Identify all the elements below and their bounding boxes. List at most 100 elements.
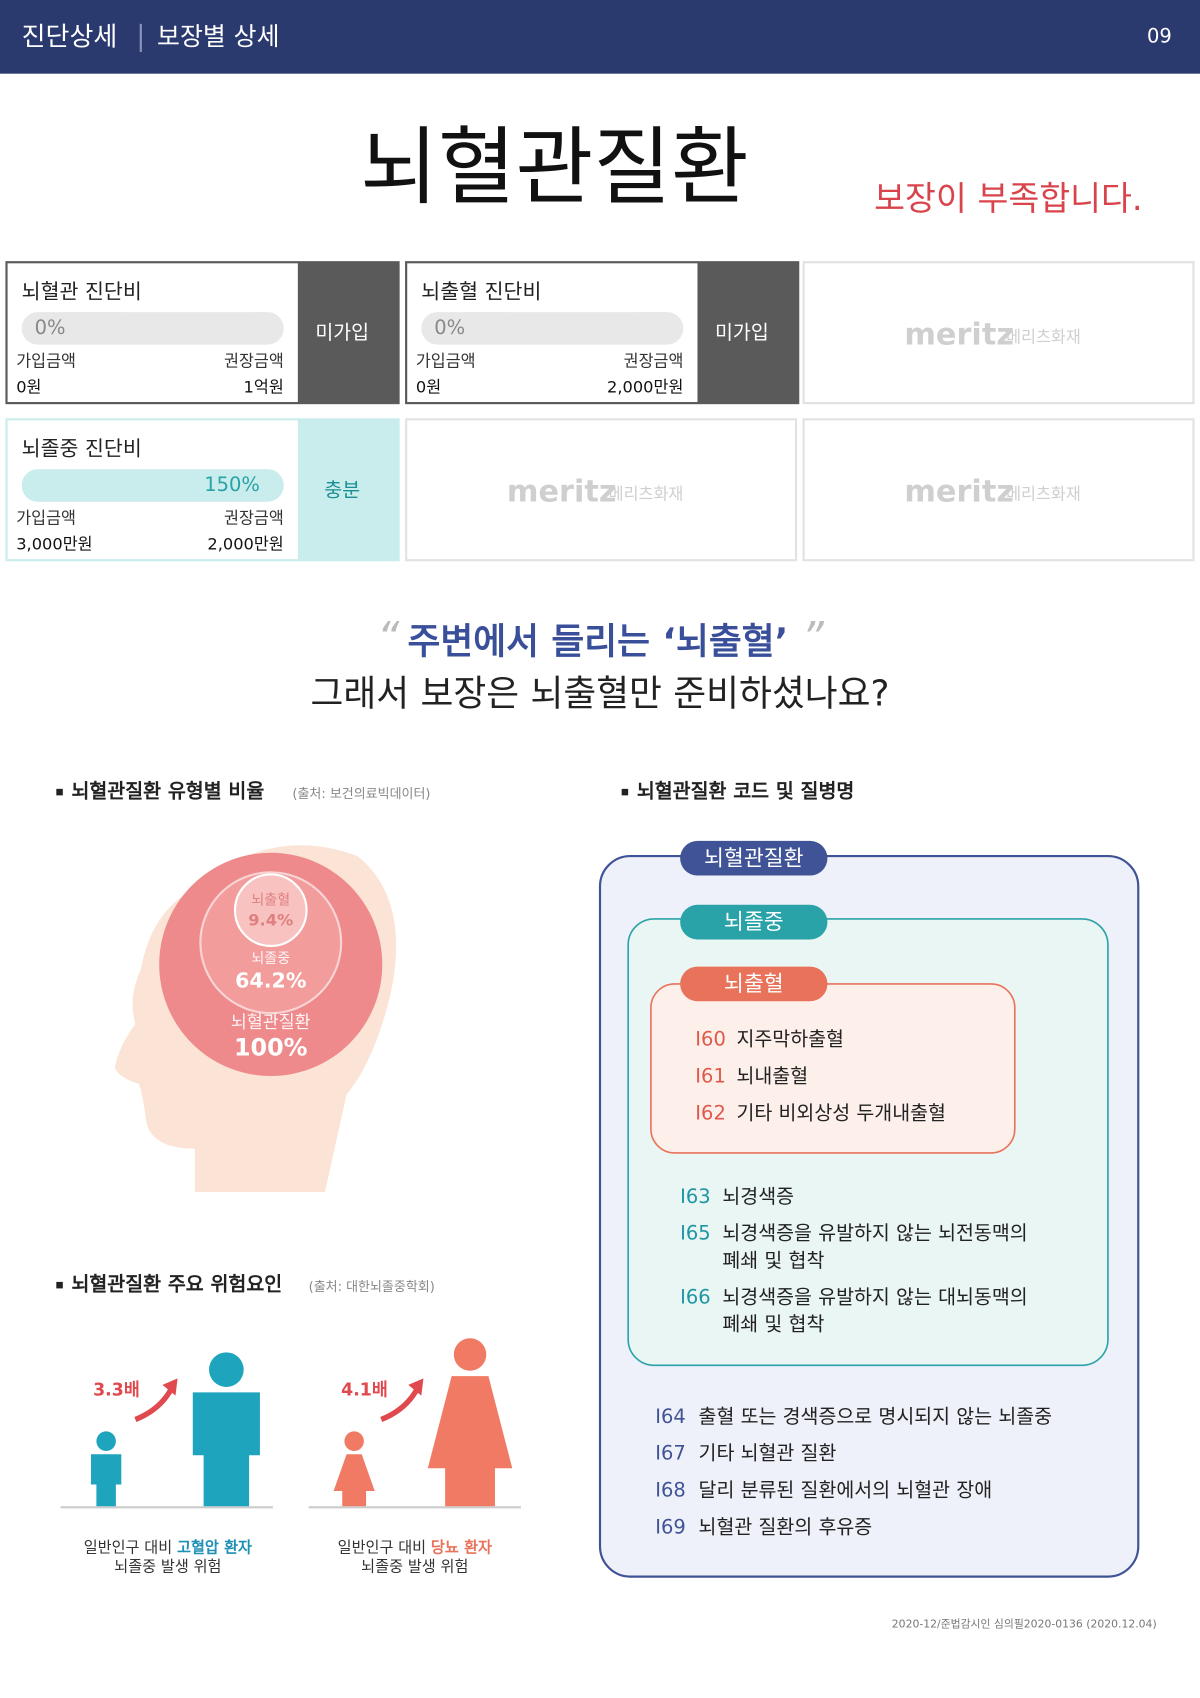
pill [680, 904, 828, 940]
label: 권장금액 [224, 509, 284, 528]
page-number: 09 [1147, 24, 1172, 47]
ratio-value: 64.2% [235, 969, 306, 993]
section-title: 뇌혈관질환 주요 위험요인 [71, 1273, 282, 1296]
card [802, 418, 1195, 562]
ratio-value: 9.4% [248, 911, 293, 930]
source: (출처: 보건의료빅데이터) [292, 787, 430, 802]
pill [680, 966, 828, 1002]
amount: 2,000만원 [607, 377, 683, 396]
badge-bg [297, 262, 399, 404]
ratio-name: 뇌졸중 [251, 951, 290, 967]
badge: 충분 [324, 478, 360, 501]
disease-name: 기타 뇌혈관 질환 [699, 1442, 837, 1465]
code: I62 [695, 1101, 726, 1124]
brand-sub: 메리츠화재 [1006, 328, 1081, 347]
section-title: 뇌혈관질환 유형별 비율 [71, 780, 264, 803]
code: I66 [680, 1286, 711, 1309]
header-subsection: 보장별 상세 [157, 22, 279, 51]
disease-name: 뇌혈관 질환의 후유증 [699, 1515, 873, 1538]
person [453, 1338, 487, 1371]
ratio-name: 뇌혈관질환 [231, 1013, 311, 1033]
badge-bg [697, 262, 799, 404]
amount: 0원 [416, 377, 441, 396]
disease-name: 뇌경색증을 유발하지 않는 대뇌동맥의 [722, 1286, 1027, 1309]
caption: 뇌졸중 발생 위험 [114, 1557, 221, 1575]
person [90, 1454, 122, 1507]
label: 가입금액 [16, 509, 76, 528]
code: I65 [680, 1222, 711, 1245]
code: I63 [680, 1185, 711, 1208]
caption-text: 일반인구 대비 [338, 1538, 431, 1556]
disease-name: 달리 분류된 질환에서의 뇌혈관 장애 [699, 1479, 993, 1502]
caption: 일반인구 대비 고혈압 환자 [84, 1538, 252, 1556]
caption: 일반인구 대비 당뇨 환자 [338, 1538, 492, 1556]
arrow [162, 1378, 178, 1396]
bullet [56, 788, 63, 796]
label: 가입금액 [416, 351, 476, 370]
caption: 뇌졸중 발생 위험 [361, 1557, 468, 1575]
disease-name: 폐쇄 및 협착 [722, 1313, 824, 1336]
disease-name: 폐쇄 및 협착 [722, 1249, 824, 1272]
header-section: 진단상세 [22, 22, 118, 52]
ratio-value: 100% [234, 1033, 308, 1061]
quote-mark: ” [801, 614, 824, 664]
code: I67 [655, 1442, 686, 1465]
percent: 150% [204, 473, 260, 496]
ratio-name: 뇌출혈 [251, 892, 290, 908]
card-name: 뇌졸중 진단비 [22, 437, 142, 461]
card-name: 뇌출혈 진단비 [421, 280, 541, 304]
disease-name: 뇌경색증을 유발하지 않는 뇌전동맥의 [722, 1222, 1027, 1245]
brand-sub: 메리츠화재 [609, 485, 684, 504]
pill-label: 뇌혈관질환 [704, 846, 804, 871]
person [96, 1431, 116, 1451]
code: I60 [695, 1028, 726, 1051]
card-name: 뇌혈관 진단비 [22, 280, 142, 304]
person [427, 1376, 513, 1507]
caption-text: 일반인구 대비 [84, 1538, 177, 1556]
label: 가입금액 [16, 351, 76, 370]
quote-line1: 주변에서 들리는 ‘뇌출혈’ [407, 622, 788, 663]
card [802, 261, 1195, 405]
card [405, 418, 798, 562]
disease-name: 뇌경색증 [722, 1185, 794, 1208]
title: 뇌혈관질환 [360, 118, 749, 216]
source: (출처: 대한뇌졸중학회) [309, 1280, 435, 1295]
code: I68 [655, 1479, 686, 1502]
progress-bar [21, 469, 284, 502]
pill-label: 뇌졸중 [724, 910, 784, 935]
pill [680, 840, 828, 876]
person [344, 1431, 364, 1451]
amount: 0원 [16, 377, 41, 396]
bullet [56, 1281, 63, 1289]
person [333, 1454, 375, 1507]
footer: 2020-12/준법감시인 심의필2020-0136 (2020.12.04) [892, 1617, 1157, 1630]
label: 권장금액 [224, 351, 284, 370]
code: I61 [695, 1065, 726, 1088]
amount: 1억원 [244, 377, 284, 396]
progress-bar [21, 312, 284, 345]
brand: meritz [507, 475, 617, 510]
header-bar [0, 0, 1200, 74]
brand: meritz [904, 317, 1014, 352]
percent: 0% [35, 316, 66, 339]
disease-name: 지주막하출혈 [736, 1028, 844, 1051]
person [192, 1392, 260, 1507]
brand-sub: 메리츠화재 [1006, 485, 1081, 504]
disease-name: 뇌내출혈 [736, 1065, 808, 1088]
badge-bg [297, 419, 399, 561]
bullet [621, 788, 629, 796]
percent: 0% [434, 316, 465, 339]
person [209, 1352, 244, 1388]
disease-name: 기타 비외상성 두개내출혈 [736, 1101, 946, 1124]
caption-highlight: 당뇨 환자 [431, 1538, 492, 1556]
inner-box [650, 983, 1016, 1154]
progress-bar [421, 312, 684, 345]
quote-line2: 그래서 보장은 뇌출혈만 준비하셨나요? [311, 674, 890, 715]
multiplier: 3.3배 [93, 1380, 140, 1400]
code: I64 [655, 1405, 686, 1428]
quote-mark: “ [377, 614, 400, 664]
head-illustration [114, 845, 397, 1192]
code: I69 [655, 1515, 686, 1538]
arrow [408, 1378, 424, 1396]
circle-inner [233, 873, 308, 948]
